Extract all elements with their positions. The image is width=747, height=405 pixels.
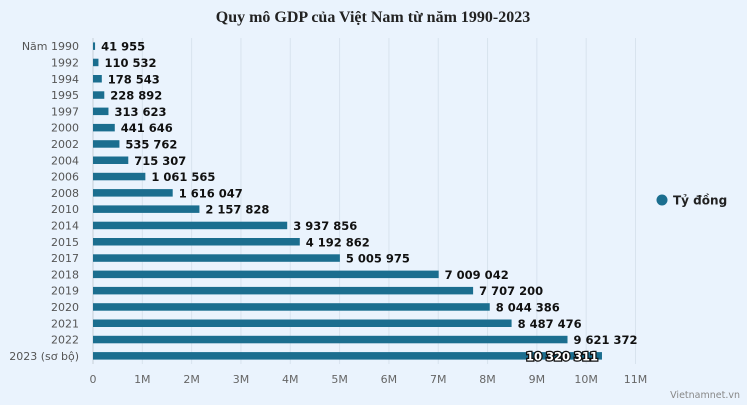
bar[interactable] [93,123,115,132]
bar[interactable] [93,352,602,360]
category-label: 2022 [51,334,79,347]
data-label: 1 616 047 [179,186,243,200]
x-tick-label: 9M [529,373,546,386]
category-label: 2017 [51,252,79,265]
category-label: 2019 [51,285,79,298]
category-label: 2018 [51,268,79,281]
category-label: 2023 (sơ bộ) [9,350,79,363]
category-label: 2010 [51,203,79,216]
data-labels: 41 955 110 532 178 543 228 892 313 623 441 64… [101,40,638,365]
bar[interactable] [93,189,173,197]
data-label: 5 005 975 [346,252,410,266]
category-label: 1992 [51,56,79,69]
bar[interactable] [93,75,102,83]
data-label: 10 320 311 [526,349,598,363]
data-label: 313 623 [114,105,166,119]
data-label: 3 937 856 [293,219,357,233]
x-tick-label: 6M [381,373,398,386]
bar[interactable] [93,319,512,328]
data-label: 2 157 828 [205,203,269,217]
data-label: 7 707 200 [479,284,543,298]
x-tick-label: 0 [90,373,97,386]
category-label: 2015 [51,236,79,249]
category-label: 1994 [51,73,79,86]
data-label: 110 532 [104,56,156,70]
category-label: 2004 [51,154,79,167]
category-label: 2020 [51,301,79,314]
bar[interactable] [93,286,474,295]
x-axis-ticks: 0 1M 2M 3M 4M 5M 6M 7M 8M 9M 10M 11M [90,373,648,386]
bar[interactable] [93,254,340,262]
credit-text: Vietnamnet.vn [670,390,740,401]
category-label: 2006 [51,171,79,184]
category-label: 1995 [51,89,79,102]
x-tick-label: 10M [574,373,598,386]
bar[interactable] [93,205,200,213]
bar[interactable] [93,221,288,230]
x-tick-label: 4M [282,373,299,386]
data-label: 4 192 862 [306,235,370,249]
category-labels: Năm 1990 1992 1994 1995 1997 2000 2002 2004 2006… [9,40,79,363]
bar[interactable] [93,91,105,99]
data-label: 7 009 042 [445,268,509,282]
data-label: 41 955 [101,40,145,54]
data-label: 535 762 [125,137,177,151]
bar[interactable] [93,172,146,181]
bar[interactable] [93,270,439,279]
x-tick-label: 5M [331,373,348,386]
category-label: 2002 [51,138,79,151]
bar[interactable] [93,42,96,50]
bar[interactable] [93,107,109,116]
chart-title: Quy mô GDP của Việt Nam từ năm 1990-2023 [216,9,530,26]
data-label: 715 307 [134,154,186,168]
bar[interactable] [93,58,99,67]
x-tick-label: 11M [624,373,648,386]
legend-marker-icon [656,194,668,206]
bar[interactable] [93,156,129,165]
bar[interactable] [93,238,300,246]
legend-label[interactable]: Tỷ đồng [673,194,727,208]
category-label: 1997 [51,105,79,118]
category-label: Năm 1990 [22,40,79,53]
x-tick-label: 2M [183,373,200,386]
legend[interactable]: Tỷ đồng [656,194,728,208]
bar[interactable] [93,335,568,344]
x-tick-label: 8M [479,373,496,386]
gridlines [141,38,636,364]
category-label: 2008 [51,187,79,200]
data-label: 8 487 476 [518,317,582,331]
data-label: 8 044 386 [496,300,560,314]
bar[interactable] [93,140,120,148]
bar[interactable] [93,303,490,311]
data-label: 1 061 565 [151,170,215,184]
category-label: 2021 [51,317,79,330]
x-tick-label: 3M [233,373,250,386]
data-label: 178 543 [108,72,160,86]
x-tick-label: 7M [430,373,447,386]
data-label: 9 621 372 [574,333,638,347]
data-label: 228 892 [110,89,162,103]
x-tick-label: 1M [134,373,151,386]
category-label: 2000 [51,122,79,135]
bars [93,42,602,360]
category-label: 2014 [51,219,79,232]
data-label: 441 646 [121,121,173,135]
